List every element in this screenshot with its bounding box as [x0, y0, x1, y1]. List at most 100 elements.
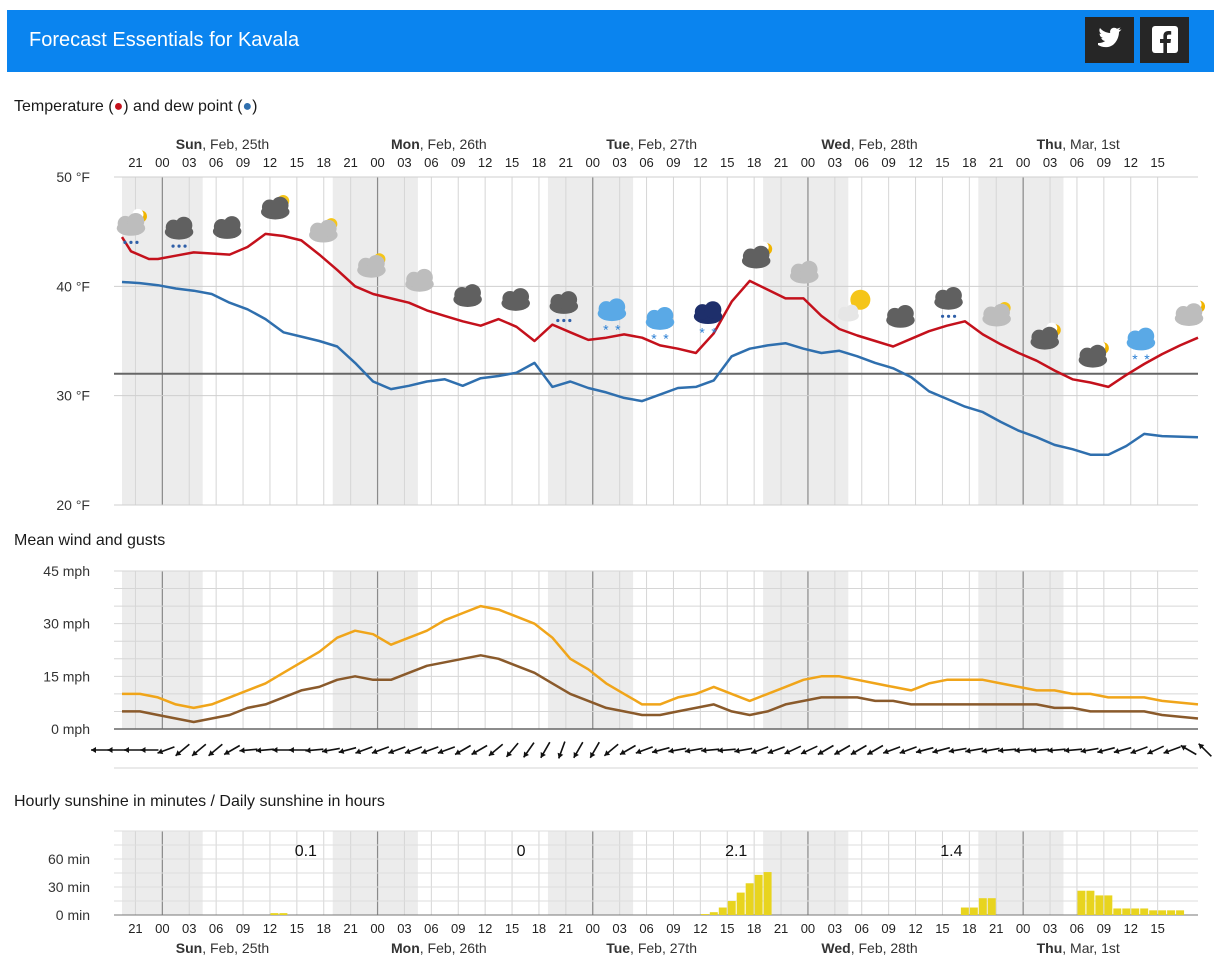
- hour-tick-label: 03: [612, 155, 626, 170]
- date-label: , Feb, 28th: [851, 940, 918, 956]
- hour-tick-label: 06: [639, 155, 653, 170]
- overcast-sun-icon: [260, 195, 290, 220]
- wind-arrow: [454, 744, 472, 756]
- sunshine-bar: [1167, 910, 1176, 915]
- wind-arrow: [635, 746, 653, 755]
- sunshine-bar: [1122, 908, 1131, 915]
- hour-tick-label: 09: [881, 921, 895, 936]
- wind-arrow-head: [1147, 748, 1154, 755]
- light-snow-icon: * *: [1126, 327, 1156, 367]
- cloud-part: [608, 298, 626, 316]
- weekday-label: Tue: [606, 136, 630, 152]
- wind-arrow-head: [767, 748, 774, 755]
- wind-arrow-head: [817, 749, 824, 755]
- sunshine-bar: [727, 901, 736, 915]
- hour-tick-label: 18: [747, 155, 761, 170]
- wind-arrow: [123, 747, 142, 753]
- facebook-share-button[interactable]: [1140, 17, 1189, 63]
- cloudy-moon-icon: [1174, 299, 1206, 326]
- wind-arrow: [355, 746, 373, 755]
- snowflake: *: [699, 325, 705, 341]
- wind-arrow-head: [224, 749, 230, 755]
- wind-arrow-head: [355, 748, 362, 755]
- cloud-part: [752, 245, 770, 263]
- wind-arrow: [619, 744, 636, 756]
- sunshine-bar: [709, 912, 718, 915]
- facebook-f-icon: [1152, 26, 1178, 53]
- temperature-title-part: Temperature (: [14, 98, 114, 115]
- wind-arrow-head: [1163, 748, 1170, 755]
- rain-drop: [171, 244, 175, 248]
- wind-y-tick-label: 0 mph: [51, 721, 90, 737]
- hour-tick-label: 12: [263, 921, 277, 936]
- wind-arrow: [589, 741, 600, 759]
- wind-arrow: [488, 743, 504, 757]
- cloudy-moon-drizzle-icon: [116, 208, 147, 244]
- hour-tick-label: 18: [747, 921, 761, 936]
- wind-arrow: [1163, 746, 1181, 755]
- wind-arrow: [668, 747, 687, 754]
- day-label: Sun, Feb, 25th: [176, 136, 269, 152]
- date-label: , Feb, 26th: [420, 136, 487, 152]
- wind-arrow: [208, 743, 223, 757]
- cloud-part: [367, 254, 385, 273]
- day-label: Sun, Feb, 25th: [176, 940, 269, 956]
- wind-arrow: [505, 742, 519, 758]
- hour-tick-label: 12: [478, 921, 492, 936]
- wind-arrow: [191, 743, 207, 757]
- overcast-icon: [501, 288, 530, 311]
- sunshine-bar: [987, 898, 996, 915]
- hour-tick-label: 06: [209, 155, 223, 170]
- wind-arrow: [932, 746, 951, 754]
- date-label: , Feb, 28th: [851, 136, 918, 152]
- wind-arrow-head: [1130, 748, 1137, 755]
- wind-arrow-head: [668, 747, 674, 754]
- overcast-night-icon: [453, 284, 482, 307]
- wind-arrow-head: [506, 751, 513, 757]
- top-hour-ticks: 21 00 03 06 09 12 15 18 21 00 03 06 09 12 15 18 21 00 03 06…: [128, 155, 1165, 170]
- wind-arrow: [107, 747, 126, 753]
- hour-tick-label: 15: [935, 155, 949, 170]
- hour-tick-label: 03: [828, 921, 842, 936]
- weekday-label: Tue: [606, 940, 630, 956]
- wind-y-tick-label: 30 mph: [43, 616, 90, 632]
- snowflake: *: [615, 322, 621, 338]
- wind-arrow-head: [208, 750, 215, 756]
- temperature-y-tick-label: 30 °F: [56, 388, 90, 404]
- rain-drop: [135, 240, 139, 244]
- wind-arrow-head: [981, 747, 988, 754]
- sunshine-bar: [960, 907, 969, 915]
- wind-arrow-head: [998, 747, 1004, 754]
- wind-arrow: [157, 746, 175, 755]
- cloud-part: [175, 216, 193, 234]
- night-shade: [763, 177, 849, 505]
- hour-tick-label: 21: [989, 921, 1003, 936]
- wind-arrow: [1113, 746, 1132, 754]
- night-shade: [332, 177, 418, 505]
- hour-tick-label: 06: [209, 921, 223, 936]
- temperature-legend-dot: ●: [113, 98, 124, 115]
- wind-arrow: [388, 746, 406, 755]
- wind-arrow: [750, 746, 769, 755]
- snowflake: *: [651, 330, 657, 346]
- wind-arrow: [573, 741, 584, 759]
- wind-arrow: [272, 747, 291, 753]
- cloudy-sun-icon: [309, 218, 338, 243]
- hour-tick-label: 15: [505, 155, 519, 170]
- cloudy-sun-icon: [982, 302, 1011, 327]
- twitter-share-button[interactable]: [1085, 17, 1134, 63]
- hour-tick-label: 12: [908, 155, 922, 170]
- hour-tick-label: 12: [478, 155, 492, 170]
- wind-arrow-head: [272, 747, 278, 753]
- wind-arrow-head: [801, 748, 807, 755]
- cloud-part: [463, 284, 481, 302]
- overcast-drizzle-icon: [164, 216, 194, 248]
- wind-arrow: [557, 741, 566, 759]
- wind-arrow-head: [305, 747, 311, 754]
- wind-arrow-head: [883, 748, 889, 755]
- wind-arrow-head: [734, 747, 740, 754]
- rain-drop: [562, 318, 566, 323]
- rain-drop: [177, 244, 181, 248]
- wind-arrow-head: [437, 748, 444, 755]
